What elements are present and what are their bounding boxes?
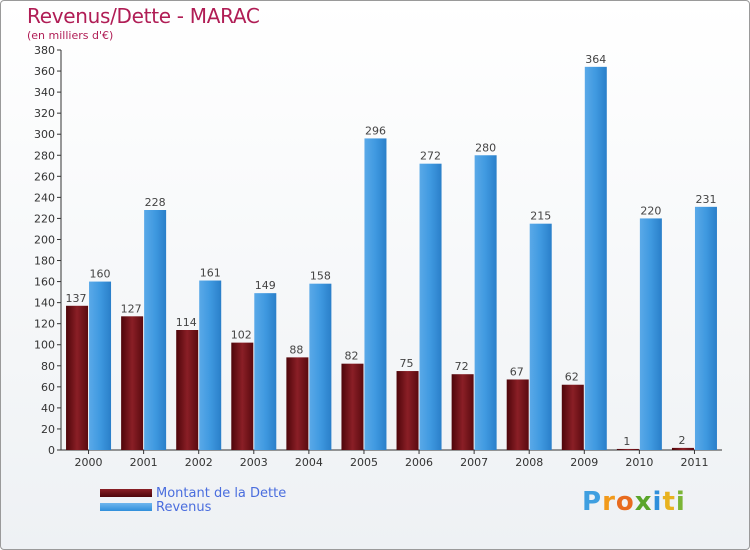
logo-letter: i	[675, 487, 686, 517]
bar-revenue	[89, 281, 112, 450]
logo-letter: r	[602, 487, 616, 517]
legend-label-debt: Montant de la Dette	[156, 486, 287, 501]
y-tick-label: 260	[34, 170, 55, 183]
bar-debt-label: 67	[510, 365, 524, 378]
y-tick-label: 80	[41, 360, 55, 373]
bar-debt	[396, 371, 419, 450]
bar-revenue-label: 220	[640, 204, 661, 217]
x-tick-label: 2009	[570, 456, 598, 469]
bar-revenue	[474, 155, 497, 450]
legend-swatch-debt	[100, 489, 152, 497]
bar-revenue	[144, 210, 167, 450]
bar-revenue-label: 215	[530, 210, 551, 223]
bar-debt	[231, 342, 254, 450]
bar-debt-label: 75	[400, 357, 414, 370]
bar-debt	[286, 357, 309, 450]
y-tick-label: 20	[41, 423, 55, 436]
bar-revenue	[364, 138, 387, 450]
y-tick-label: 120	[34, 318, 55, 331]
logo-letter: x	[634, 487, 653, 517]
bar-revenue	[694, 206, 717, 450]
chart-subtitle: (en milliers d'€)	[27, 29, 114, 42]
legend-swatch-revenue	[100, 503, 152, 511]
bar-revenue-label: 161	[200, 267, 221, 280]
y-tick-label: 240	[34, 191, 55, 204]
x-tick-label: 2003	[240, 456, 268, 469]
bar-revenue	[529, 223, 552, 450]
bar-revenue-label: 149	[255, 279, 276, 292]
bar-debt	[561, 384, 584, 450]
x-tick-label: 2008	[515, 456, 543, 469]
bar-debt	[341, 363, 364, 450]
y-tick-label: 40	[41, 402, 55, 415]
proxiti-logo: Proxiti	[582, 487, 686, 517]
bar-revenue-label: 158	[310, 270, 331, 283]
legend-label-revenue: Revenus	[156, 500, 212, 515]
bar-revenue-label: 272	[420, 150, 441, 163]
bar-debt	[616, 448, 639, 450]
y-tick-label: 360	[34, 65, 55, 78]
y-tick-label: 0	[48, 444, 55, 457]
x-tick-label: 2002	[185, 456, 213, 469]
bar-debt-label: 137	[66, 292, 87, 305]
bar-revenue-label: 280	[475, 141, 496, 154]
y-tick-label: 200	[34, 233, 55, 246]
bar-debt-label: 1	[623, 435, 630, 448]
logo-letter: i	[652, 487, 663, 517]
logo-letter: o	[615, 487, 635, 517]
y-tick-label: 60	[41, 381, 55, 394]
bar-revenue	[639, 218, 662, 450]
bar-revenue-label: 160	[90, 268, 111, 281]
logo-letter: P	[582, 487, 603, 517]
y-tick-label: 280	[34, 149, 55, 162]
bar-debt	[451, 374, 474, 450]
y-tick-label: 380	[34, 44, 55, 57]
bar-debt-label: 2	[678, 434, 685, 447]
bar-revenue	[584, 66, 607, 450]
bar-revenue-label: 296	[365, 124, 386, 137]
bar-debt-label: 127	[121, 302, 142, 315]
y-tick-label: 220	[34, 212, 55, 225]
bar-debt	[121, 316, 144, 450]
y-tick-label: 140	[34, 297, 55, 310]
x-tick-label: 2011	[680, 456, 708, 469]
bar-revenue	[254, 293, 277, 450]
y-tick-label: 160	[34, 276, 55, 289]
bar-revenue	[309, 283, 332, 450]
y-tick-label: 340	[34, 86, 55, 99]
chart-title: Revenus/Dette - MARAC	[27, 4, 260, 28]
bar-debt	[66, 305, 89, 450]
x-tick-label: 2007	[460, 456, 488, 469]
y-tick-label: 100	[34, 339, 55, 352]
x-tick-label: 2006	[405, 456, 433, 469]
bar-revenue	[199, 280, 222, 450]
y-tick-label: 300	[34, 128, 55, 141]
x-tick-label: 2004	[295, 456, 323, 469]
x-tick-label: 2000	[75, 456, 103, 469]
bar-revenue-label: 364	[585, 53, 606, 66]
bar-revenue-label: 228	[145, 196, 166, 209]
logo-letter: t	[662, 487, 676, 517]
bar-debt-label: 102	[231, 329, 252, 342]
bar-debt	[506, 379, 529, 450]
bar-revenue	[419, 163, 442, 450]
x-tick-label: 2005	[350, 456, 378, 469]
bar-debt-label: 62	[565, 371, 579, 384]
bar-debt-label: 114	[176, 316, 197, 329]
bar-debt	[671, 447, 694, 450]
bar-revenue-label: 231	[695, 193, 716, 206]
bar-debt-label: 72	[455, 360, 469, 373]
bar-debt-label: 82	[344, 350, 358, 363]
bar-debt-label: 88	[289, 343, 303, 356]
x-tick-label: 2010	[625, 456, 653, 469]
y-tick-label: 320	[34, 107, 55, 120]
y-tick-label: 180	[34, 255, 55, 268]
x-tick-label: 2001	[130, 456, 158, 469]
bar-debt	[176, 330, 199, 450]
